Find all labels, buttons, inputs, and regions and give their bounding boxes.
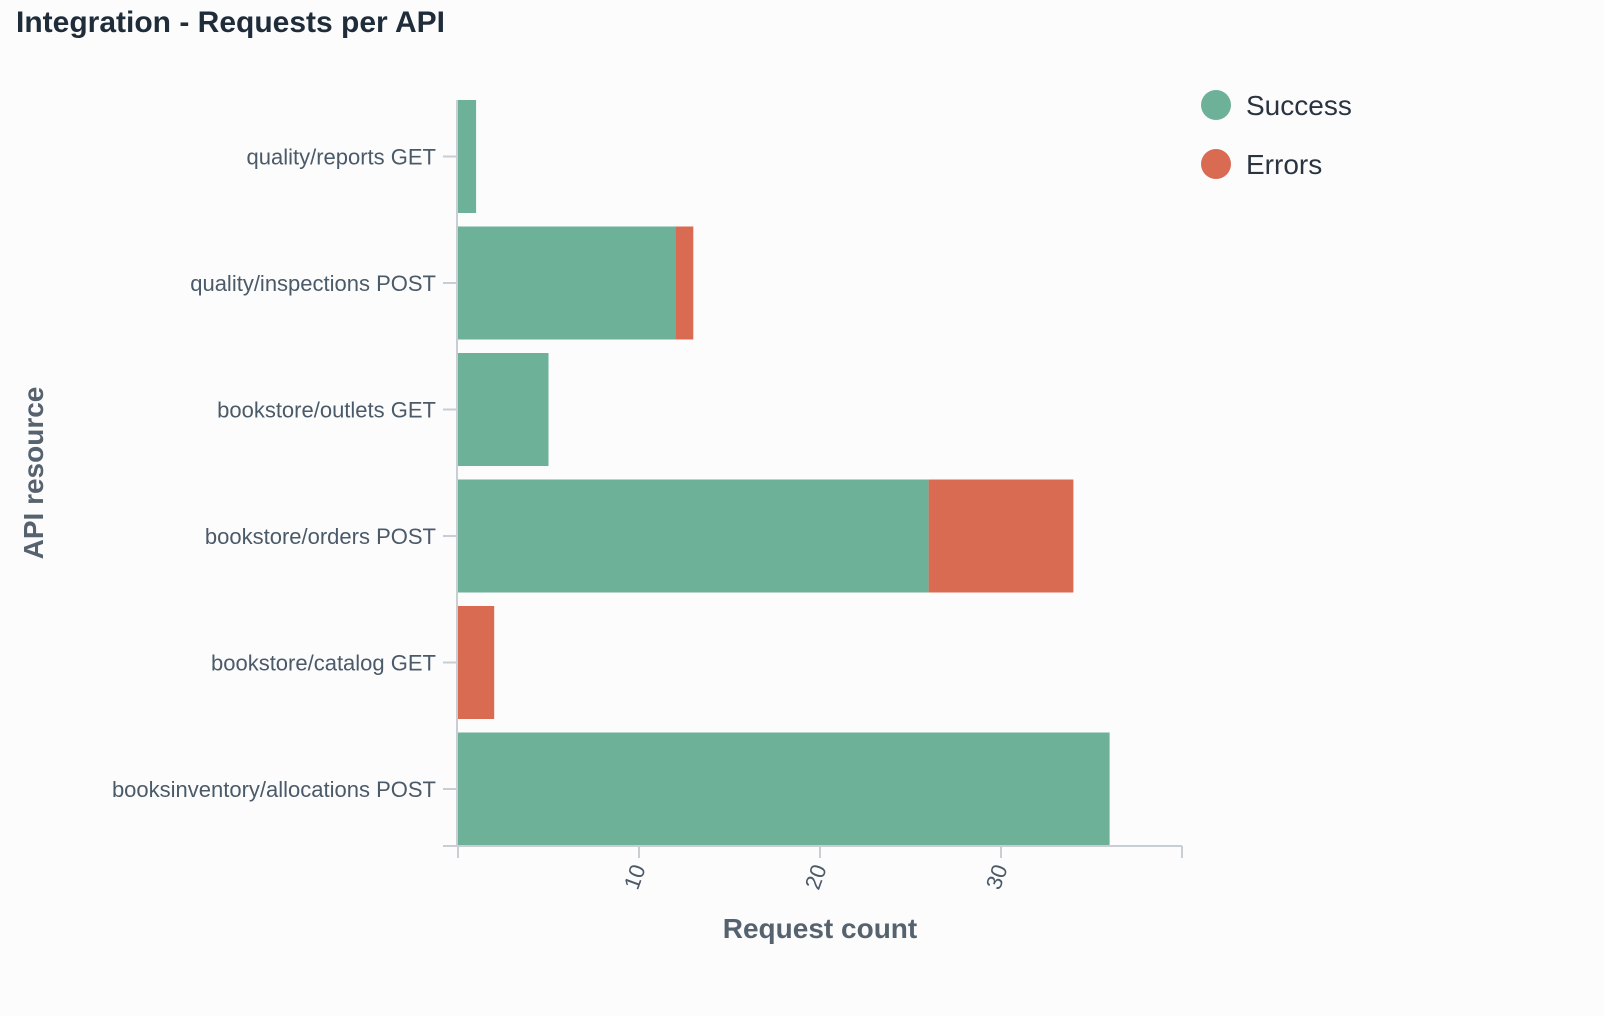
bar-errors-4	[458, 606, 495, 719]
legend: Success Errors	[1201, 90, 1352, 180]
bar-success-0	[458, 100, 477, 213]
bar-success-2	[458, 353, 549, 466]
x-tick-label: 30	[981, 861, 1013, 893]
bar-errors-1	[675, 226, 694, 340]
y-axis: quality/reports GET quality/inspections P…	[112, 100, 458, 846]
y-tick-label: bookstore/outlets GET	[217, 398, 436, 423]
legend-swatch-success	[1201, 90, 1231, 120]
x-ticks: 10 20 30	[457, 846, 1183, 893]
bar-errors-3	[928, 479, 1074, 593]
legend-label-success: Success	[1246, 90, 1352, 121]
y-axis-title: API resource	[18, 387, 49, 560]
y-ticks: quality/reports GET quality/inspections P…	[112, 145, 457, 802]
y-tick-label: quality/reports GET	[246, 145, 436, 170]
y-tick-label: bookstore/orders POST	[205, 524, 436, 549]
y-tick-label: booksinventory/allocations POST	[112, 777, 436, 802]
bar-success-1	[458, 226, 676, 340]
x-tick-label: 10	[619, 861, 651, 893]
legend-label-errors: Errors	[1246, 149, 1322, 180]
y-tick-label: bookstore/catalog GET	[211, 651, 436, 676]
bars-layer	[458, 100, 1110, 846]
y-tick-label: quality/inspections POST	[190, 271, 436, 296]
x-axis-title: Request count	[723, 913, 917, 944]
legend-swatch-errors	[1201, 149, 1231, 179]
x-tick-label: 20	[800, 861, 832, 893]
chart-title: Integration - Requests per API	[16, 6, 445, 39]
x-axis: 10 20 30	[443, 845, 1183, 893]
bar-success-3	[458, 479, 929, 593]
bar-success-5	[458, 732, 1110, 846]
